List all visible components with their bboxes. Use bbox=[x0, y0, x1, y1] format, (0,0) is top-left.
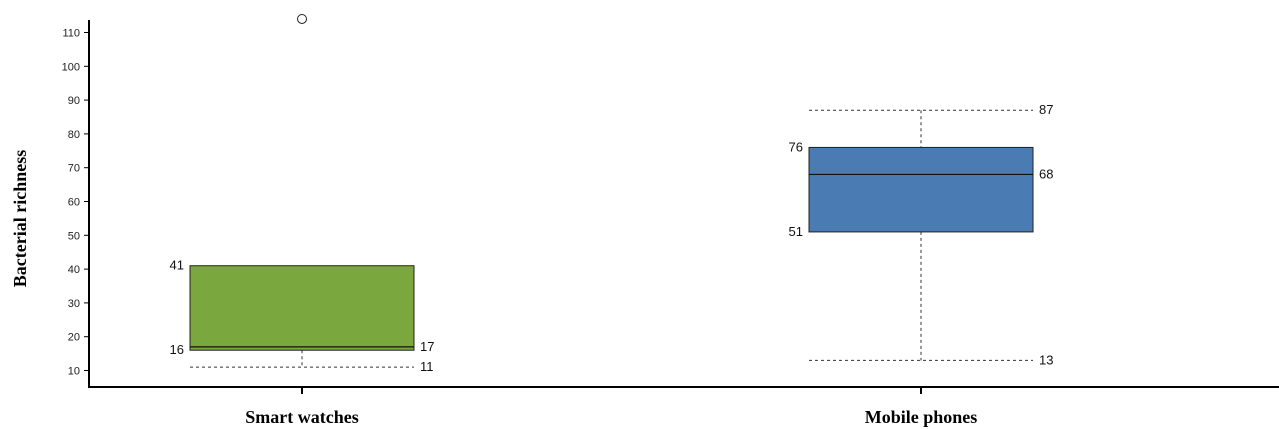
y-tick-label: 70 bbox=[68, 163, 80, 175]
q3-value-label: 41 bbox=[170, 258, 184, 273]
y-tick-label: 90 bbox=[68, 95, 80, 107]
y-tick-label: 100 bbox=[62, 61, 80, 73]
x-category-label: Mobile phones bbox=[865, 407, 978, 427]
q1-value-label: 51 bbox=[789, 224, 803, 239]
y-tick-label: 40 bbox=[68, 264, 80, 276]
y-axis-title: Bacterial richness bbox=[10, 150, 30, 287]
y-tick-label: 110 bbox=[62, 28, 80, 40]
y-tick-label: 30 bbox=[68, 298, 80, 310]
median-value-label: 68 bbox=[1039, 166, 1053, 181]
y-tick-label: 60 bbox=[68, 197, 80, 209]
box-iqr bbox=[189, 265, 415, 351]
median-value-label: 17 bbox=[420, 339, 434, 354]
whisker-high-value-label: 87 bbox=[1039, 102, 1053, 117]
q1-value-label: 16 bbox=[170, 342, 184, 357]
box-iqr bbox=[808, 146, 1034, 233]
whisker-low-value-label: 13 bbox=[1039, 352, 1053, 367]
outlier-point bbox=[297, 13, 307, 24]
q3-value-label: 76 bbox=[789, 139, 803, 154]
y-tick-label: 20 bbox=[68, 332, 80, 344]
y-tick-label: 10 bbox=[68, 366, 80, 378]
x-category-label: Smart watches bbox=[245, 407, 358, 427]
whisker-low-value-label: 11 bbox=[420, 359, 434, 374]
y-tick-label: 50 bbox=[68, 230, 80, 242]
y-tick-label: 80 bbox=[68, 129, 80, 141]
